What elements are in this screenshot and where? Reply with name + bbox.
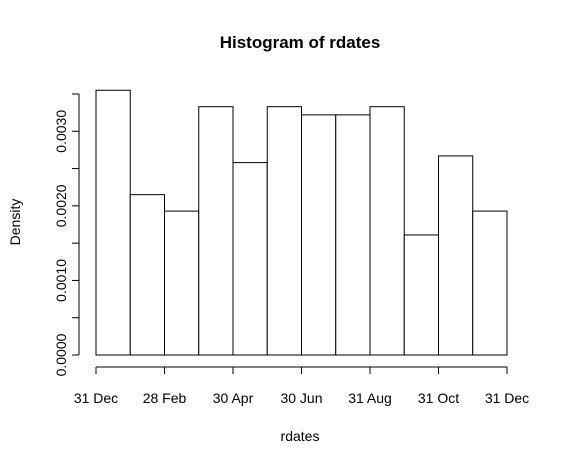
x-tick-label: 28 Feb xyxy=(143,390,187,406)
y-axis-label: Density xyxy=(7,199,23,246)
histogram-bar-jul xyxy=(301,114,337,356)
histogram-bar-jan xyxy=(95,89,131,356)
x-tick-label: 31 Aug xyxy=(348,390,392,406)
x-tick-label: 31 Dec xyxy=(485,390,529,406)
y-axis: 0.0000 0.0010 0.0020 0.0030 xyxy=(53,93,80,376)
histogram-bar-jun xyxy=(266,106,302,356)
x-tick-label: 30 Jun xyxy=(280,390,322,406)
bars-group xyxy=(95,89,508,356)
y-tick-label: 0.0000 xyxy=(53,333,69,376)
histogram-bar-mar xyxy=(164,210,200,356)
histogram-bar-feb xyxy=(129,194,165,356)
histogram-bar-oct xyxy=(403,234,439,356)
x-axis-label: rdates xyxy=(281,428,320,444)
y-tick-label: 0.0020 xyxy=(53,184,69,227)
y-tick-label: 0.0010 xyxy=(53,259,69,302)
histogram-bar-aug xyxy=(335,114,371,356)
histogram-bar-apr xyxy=(198,106,234,356)
y-tick-label: 0.0030 xyxy=(53,110,69,153)
histogram-bar-nov xyxy=(438,155,474,356)
histogram-bar-may xyxy=(232,162,268,356)
chart-title: Histogram of rdates xyxy=(220,33,381,52)
x-tick-label: 31 Oct xyxy=(418,390,459,406)
histogram-bar-sep xyxy=(369,106,405,356)
x-tick-label: 31 Dec xyxy=(74,390,118,406)
x-tick-label: 30 Apr xyxy=(213,390,254,406)
x-axis: 31 Dec 28 Feb 30 Apr 30 Jun 31 Aug 31 Oct 31 D… xyxy=(74,366,529,406)
histogram-bar-dec xyxy=(472,210,508,356)
